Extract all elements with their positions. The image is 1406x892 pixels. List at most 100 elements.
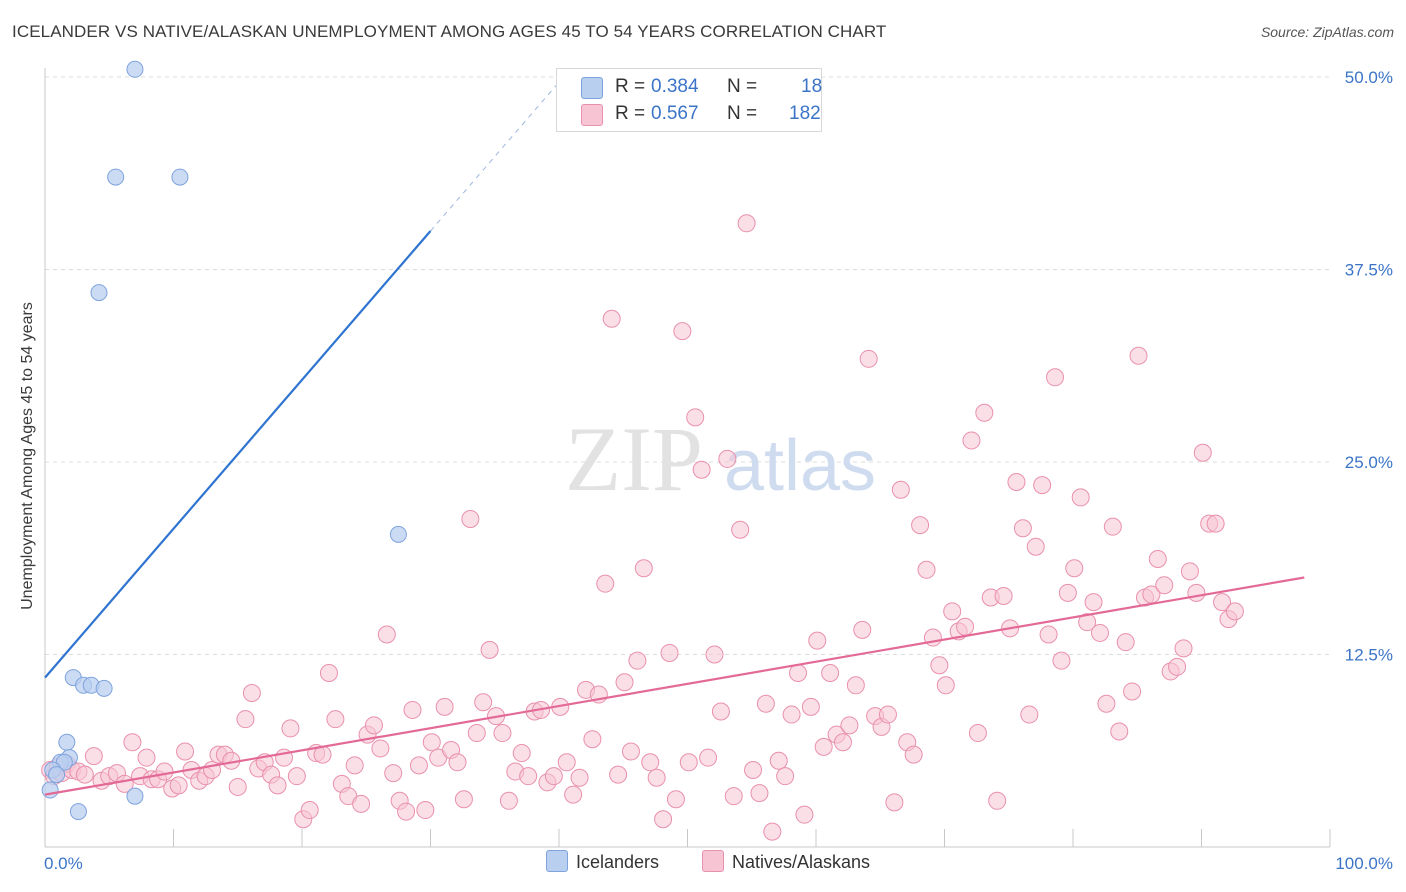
legend-r-label: R = — [615, 76, 646, 97]
source-label: Source: ZipAtlas.com — [1260, 24, 1394, 40]
chart-title: ICELANDER VS NATIVE/ALASKAN UNEMPLOYMENT… — [12, 22, 887, 41]
data-point-natives — [609, 765, 628, 784]
data-point-natives — [268, 776, 287, 795]
data-point-natives — [763, 822, 782, 841]
data-point-natives — [634, 559, 653, 578]
data-point-icelanders — [90, 284, 108, 302]
data-point-icelanders — [171, 168, 189, 186]
data-point-natives — [647, 768, 666, 787]
data-point-natives — [750, 784, 769, 803]
data-point-natives — [911, 516, 930, 535]
data-point-natives — [467, 724, 486, 743]
axes — [44, 68, 1331, 848]
watermark: ZIP atlas — [565, 408, 876, 510]
legend-swatch-blue — [581, 77, 603, 99]
tick-labels: 12.5% 25.0% 37.5% 50.0% 0.0% 100.0% — [44, 68, 1393, 873]
data-point-natives — [988, 791, 1007, 810]
watermark-zip: ZIP — [565, 408, 703, 510]
data-point-natives — [403, 700, 422, 719]
data-point-natives — [1193, 443, 1212, 462]
data-point-natives — [1213, 593, 1232, 612]
data-point-natives — [228, 777, 247, 796]
data-point-natives — [673, 322, 692, 341]
data-point-natives — [570, 768, 589, 787]
data-point-icelanders — [41, 781, 59, 799]
data-point-natives — [936, 676, 955, 695]
data-point-natives — [281, 719, 300, 738]
data-point-natives — [75, 765, 94, 784]
legend-r-value: 0.384 — [651, 76, 699, 97]
data-point-natives — [1039, 625, 1058, 644]
data-point-natives — [123, 733, 142, 752]
legend-r-label: R = — [615, 103, 646, 124]
data-point-natives — [176, 742, 195, 761]
legend-n-value: 182 — [789, 103, 821, 124]
legend-swatch-pink — [581, 104, 603, 126]
data-point-natives — [621, 742, 640, 761]
data-point-icelanders — [69, 803, 87, 821]
data-point-natives — [236, 710, 255, 729]
data-point-natives — [943, 602, 962, 621]
data-point-natives — [564, 785, 583, 804]
legend-swatch-pink — [702, 850, 724, 872]
data-point-natives — [1129, 346, 1148, 365]
data-point-natives — [435, 697, 454, 716]
data-point-natives — [384, 764, 403, 783]
stats-legend: R = 0.384 N = 18 R = 0.567 N = 182 — [556, 68, 822, 132]
data-point-natives — [904, 745, 923, 764]
data-point-natives — [705, 645, 724, 664]
data-point-natives — [371, 739, 390, 758]
data-point-natives — [1084, 593, 1103, 612]
data-point-natives — [1123, 682, 1142, 701]
legend-label-icelanders: Icelanders — [576, 852, 660, 872]
data-point-natives — [1058, 583, 1077, 602]
data-point-natives — [699, 748, 718, 767]
legend-swatch-blue — [546, 850, 568, 872]
data-point-natives — [596, 574, 615, 593]
data-point-natives — [891, 480, 910, 499]
data-point-natives — [776, 767, 795, 786]
data-point-natives — [1052, 651, 1071, 670]
data-point-icelanders — [107, 168, 125, 186]
data-point-natives — [1033, 476, 1052, 495]
data-point-natives — [801, 697, 820, 716]
data-point-natives — [878, 705, 897, 724]
data-point-natives — [1065, 559, 1084, 578]
data-point-natives — [808, 631, 827, 650]
legend-r-value: 0.567 — [651, 103, 699, 124]
legend-n-label: N = — [727, 76, 758, 97]
data-point-natives — [724, 787, 743, 806]
data-point-icelanders — [126, 60, 144, 78]
data-point-natives — [930, 656, 949, 675]
trend-line-natives — [44, 576, 1305, 796]
data-point-natives — [377, 625, 396, 644]
data-point-natives — [319, 663, 338, 682]
data-point-natives — [744, 761, 763, 779]
data-point-natives — [519, 767, 538, 786]
data-point-natives — [692, 460, 711, 479]
x-tick-label: 100.0% — [1335, 854, 1393, 873]
trend-lines — [44, 81, 1305, 796]
series-natives-points — [41, 214, 1244, 841]
data-point-natives — [1174, 639, 1193, 658]
data-point-natives — [782, 705, 801, 724]
data-point-natives — [994, 586, 1013, 605]
legend-n-label: N = — [727, 103, 758, 124]
data-point-natives — [840, 716, 859, 735]
data-point-natives — [169, 776, 188, 795]
data-point-natives — [975, 403, 994, 422]
data-point-icelanders — [48, 766, 66, 784]
data-point-icelanders — [95, 679, 113, 697]
series-icelanders-points — [41, 60, 407, 821]
data-point-natives — [1046, 368, 1065, 387]
y-tick-label: 50.0% — [1345, 68, 1393, 87]
data-point-natives — [1013, 519, 1032, 538]
data-point-natives — [461, 509, 480, 528]
data-point-natives — [615, 673, 634, 692]
data-point-natives — [1097, 694, 1116, 713]
data-point-icelanders — [389, 525, 407, 543]
data-point-natives — [731, 520, 750, 539]
data-point-natives — [422, 733, 441, 752]
data-point-natives — [917, 560, 936, 579]
